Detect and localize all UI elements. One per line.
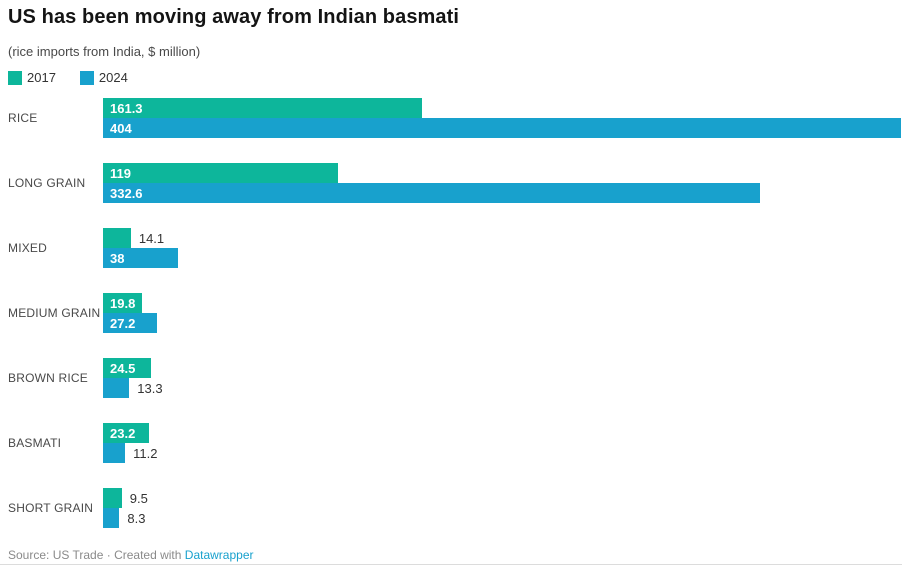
footer-separator: · [106,548,111,562]
legend-swatch-2024 [79,70,94,85]
value-label: 14.1 [138,230,165,246]
bar-2017: 119 [103,163,339,183]
chart-footer: Source: US Trade · Created with Datawrap… [8,548,254,562]
bar-2024: 8.3 [103,508,145,528]
bar-group: 9.5 8.3 [103,488,901,528]
legend: 2017 2024 [8,70,128,85]
value-label: 27.2 [110,315,136,331]
chart-row: LONG GRAIN 119 332.6 [0,163,902,203]
bar-group: 14.1 38 [103,228,901,268]
bar-group: 119 332.6 [103,163,901,203]
category-label: RICE [8,111,38,125]
category-label: SHORT GRAIN [8,501,94,515]
value-label: 19.8 [110,295,136,311]
chart-title: US has been moving away from Indian basm… [8,6,460,28]
chart-rows: RICE 161.3 404 LONG GRAIN 119 332.6 MIXED 14.1 3… [0,98,902,553]
category-label: MIXED [8,241,48,255]
category-label: BASMATI [8,436,62,450]
bar-2017: 24.5 [103,358,152,378]
bar-2024: 13.3 [103,378,163,398]
chart-subtitle: (rice imports from India, $ million) [8,44,201,59]
value-label: 8.3 [127,510,146,526]
legend-swatch-2017 [8,70,22,85]
bar-group: 161.3 404 [103,98,901,138]
bar-group: 19.8 27.2 [103,293,901,333]
value-label: 161.3 [110,100,143,116]
chart-row: SHORT GRAIN 9.5 8.3 [0,488,902,528]
legend-label: 2024 [98,70,128,85]
source-text: Source: US Trade [8,548,104,562]
bar-2024: 11.2 [103,443,157,463]
bar-2017: 19.8 [103,293,143,313]
legend-item-2024: 2024 [79,70,128,85]
legend-label: 2017 [27,70,56,85]
value-label: 23.2 [110,425,136,441]
value-label: 404 [110,120,132,136]
value-label: 24.5 [110,360,136,376]
bar-2017: 14.1 [103,228,164,248]
chart-row: MEDIUM GRAIN 19.8 27.2 [0,293,902,333]
value-label: 38 [110,250,125,266]
bar-2017: 161.3 [103,98,422,118]
bar-2024: 27.2 [103,313,157,333]
legend-item-2017: 2017 [8,70,56,85]
datawrapper-link[interactable]: Datawrapper [184,548,254,562]
bar-2024: 38 [103,248,179,268]
bar-2024: 332.6 [103,183,760,203]
chart-row: BROWN RICE 24.5 13.3 [0,358,902,398]
category-label: BROWN RICE [8,371,88,385]
bar-group: 23.2 11.2 [103,423,901,463]
chart-row: RICE 161.3 404 [0,98,902,138]
bar-2017: 9.5 [103,488,148,508]
chart-row: BASMATI 23.2 11.2 [0,423,902,463]
value-label: 13.3 [137,380,163,396]
chart-row: MIXED 14.1 38 [0,228,902,268]
attribution-text: Created with [114,548,182,562]
category-label: LONG GRAIN [8,176,86,190]
bar-2017: 23.2 [103,423,149,443]
value-label: 332.6 [110,185,143,201]
value-label: 119 [110,165,131,181]
bar-group: 24.5 13.3 [103,358,901,398]
bar-2024: 404 [103,118,901,138]
value-label: 11.2 [133,445,158,461]
value-label: 9.5 [129,490,148,506]
category-label: MEDIUM GRAIN [8,306,101,320]
